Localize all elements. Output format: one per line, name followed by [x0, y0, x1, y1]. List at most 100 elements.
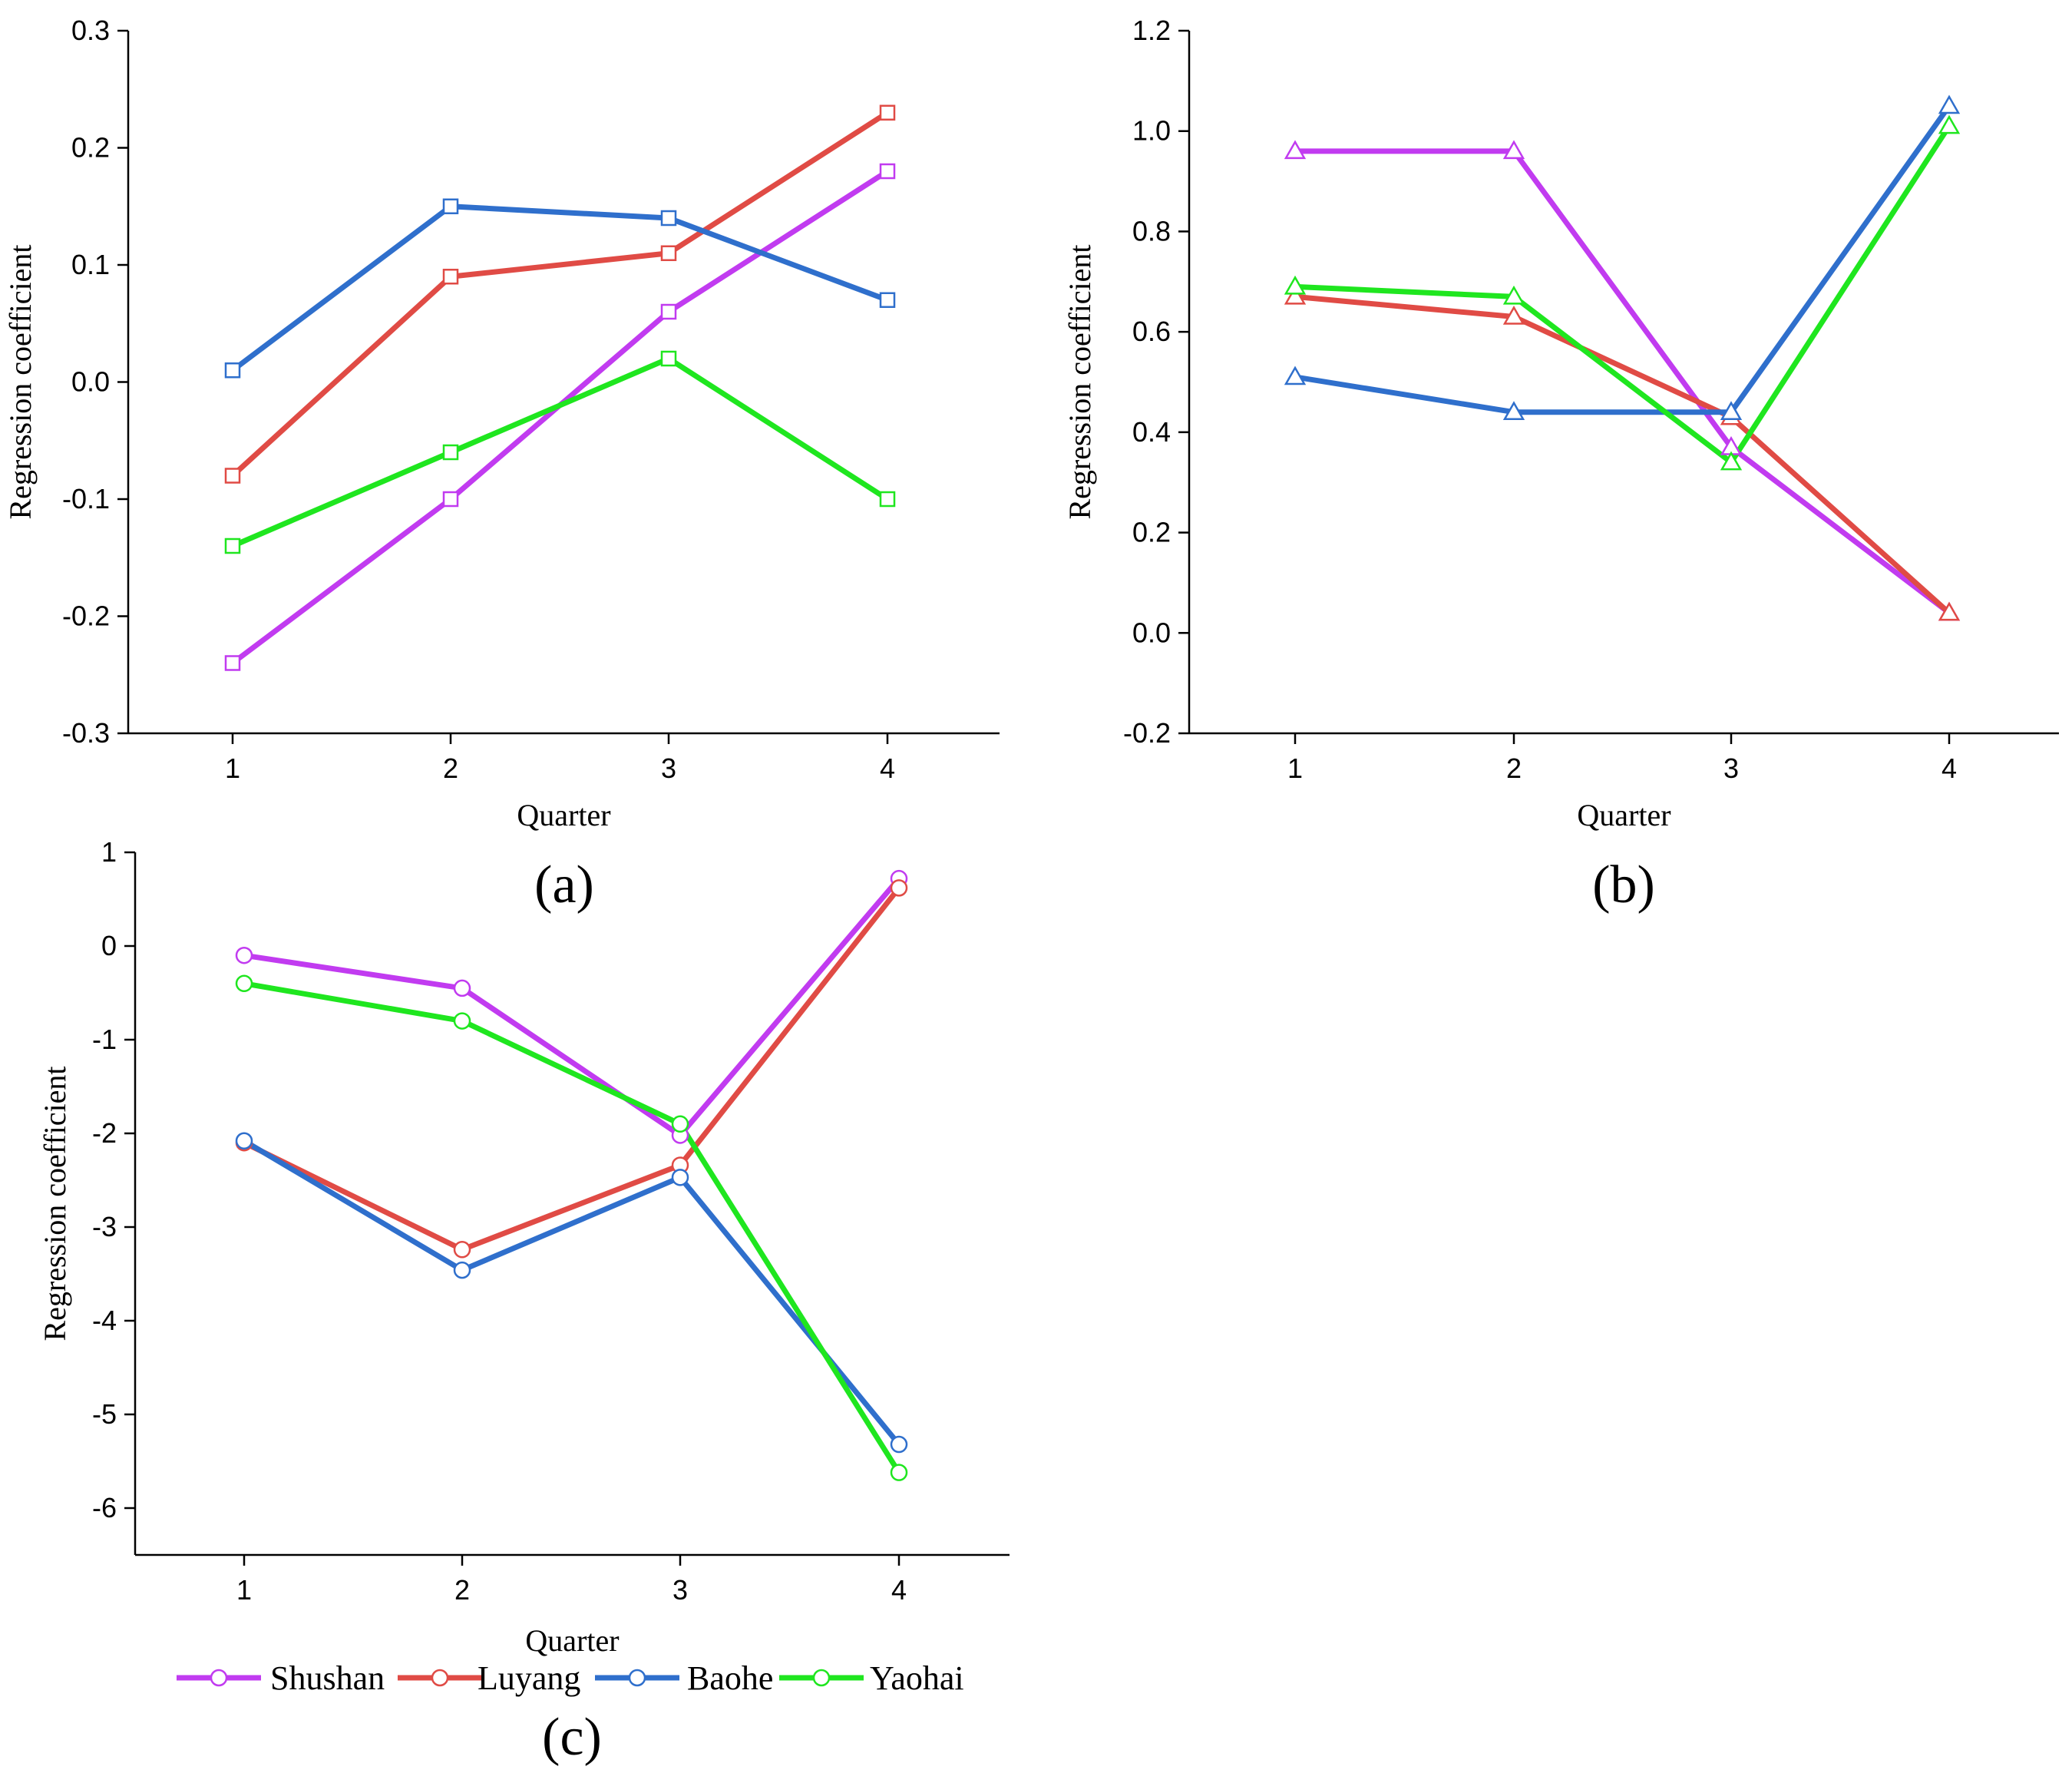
y-tick-label: 0 — [101, 930, 117, 961]
series-line-shushan — [1295, 148, 1951, 615]
legend-label-shushan: Shushan — [270, 1659, 385, 1697]
data-point-yaohai — [879, 491, 896, 508]
data-point-yaohai — [1938, 114, 1961, 134]
y-tick-label: -0.1 — [62, 483, 110, 514]
y-tick-label: 0.2 — [1132, 517, 1171, 548]
legend-marker-shushan — [210, 1669, 228, 1687]
y-tick-label: -0.3 — [62, 717, 110, 749]
panel-label: (c) — [542, 1708, 602, 1767]
data-point-baohe — [890, 1435, 908, 1454]
panel-c: -6 -5 -4 -3 -2 -1 0 1 1 2 3 4 Quarter Regression coef… — [38, 836, 1010, 1767]
y-tick-label: 1 — [101, 836, 117, 868]
y-tick-label: 0.1 — [71, 249, 110, 280]
data-point-baohe — [660, 210, 677, 227]
y-axis-title: Regression coefficient — [1062, 244, 1097, 519]
data-point-luyang — [660, 245, 677, 261]
x-tick-label: 2 — [454, 1574, 470, 1606]
data-point-yaohai — [890, 1464, 908, 1481]
data-point-luyang — [1938, 601, 1961, 621]
series-line-yaohai — [243, 981, 901, 1474]
y-tick-label: -4 — [92, 1305, 117, 1336]
data-point-luyang — [442, 269, 459, 285]
x-tick-label: 1 — [1287, 753, 1303, 784]
y-axis-title: Regression coefficient — [3, 244, 38, 519]
legend-label-baohe: Baohe — [687, 1659, 773, 1697]
data-point-baohe — [1502, 401, 1525, 420]
legend-marker-luyang — [431, 1669, 449, 1687]
data-point-luyang — [224, 468, 241, 484]
data-point-baohe — [1720, 401, 1743, 420]
data-point-shushan — [660, 303, 677, 320]
series-line-luyang — [243, 886, 901, 1252]
y-tick-label: 1.0 — [1132, 115, 1171, 147]
data-point-baohe — [1938, 94, 1961, 114]
data-point-luyang — [879, 104, 896, 121]
data-point-yaohai — [453, 1012, 471, 1030]
data-point-yaohai — [671, 1115, 689, 1133]
y-axis-title: Regression coefficient — [38, 1066, 72, 1341]
y-tick-label: -0.2 — [62, 600, 110, 632]
x-tick-label: 4 — [1941, 753, 1957, 784]
legend: Shushan Luyang Baohe Yaohai — [177, 1659, 964, 1697]
x-axis-title: Quarter — [1577, 798, 1670, 832]
data-point-luyang — [890, 879, 908, 897]
data-point-shushan — [224, 655, 241, 671]
x-axis-title: Quarter — [525, 1623, 619, 1658]
series-line-luyang — [1294, 293, 1951, 615]
data-point-yaohai — [224, 538, 241, 554]
x-tick-label: 1 — [236, 1574, 252, 1606]
y-tick-label: -3 — [92, 1211, 117, 1242]
data-point-shushan — [1284, 140, 1307, 160]
data-point-baohe — [235, 1132, 253, 1150]
y-tick-label: -2 — [92, 1117, 117, 1149]
data-point-baohe — [442, 198, 459, 214]
data-point-shushan — [453, 979, 471, 997]
y-tick-label: 0.2 — [71, 132, 110, 164]
y-tick-label: -5 — [92, 1398, 117, 1430]
x-tick-label: 4 — [880, 753, 895, 784]
series-line-luyang — [230, 110, 889, 478]
x-tick-label: 1 — [225, 753, 240, 784]
x-tick-label: 4 — [891, 1574, 907, 1606]
data-point-luyang — [453, 1241, 471, 1259]
y-tick-label: 0.0 — [1132, 617, 1171, 648]
data-point-shushan — [442, 491, 459, 508]
data-point-luyang — [1502, 306, 1525, 325]
data-point-yaohai — [1720, 451, 1743, 471]
series-line-shushan — [230, 169, 889, 666]
data-point-baohe — [879, 292, 896, 308]
data-point-yaohai — [235, 974, 253, 993]
series-line-shushan — [243, 876, 901, 1138]
data-point-baohe — [1284, 366, 1307, 385]
series-line-yaohai — [1294, 124, 1951, 465]
y-tick-label: 0.8 — [1132, 215, 1171, 246]
data-point-yaohai — [442, 444, 459, 461]
legend-marker-baohe — [628, 1669, 646, 1687]
data-point-shushan — [879, 163, 896, 180]
data-point-yaohai — [1502, 285, 1525, 305]
data-point-luyang — [1284, 285, 1307, 305]
y-tick-label: 0.6 — [1132, 316, 1171, 347]
series-line-baohe — [230, 203, 889, 373]
data-point-shushan — [1502, 140, 1525, 160]
series-line-yaohai — [231, 356, 889, 549]
x-tick-label: 2 — [443, 753, 458, 784]
legend-marker-yaohai — [812, 1669, 831, 1687]
y-tick-label: -1 — [92, 1024, 117, 1055]
panel-label: (b) — [1592, 855, 1655, 915]
legend-label-yaohai: Yaohai — [870, 1659, 964, 1697]
data-point-baohe — [671, 1169, 689, 1186]
data-point-yaohai — [660, 350, 677, 367]
x-tick-label: 3 — [672, 1574, 688, 1606]
y-tick-label: -6 — [92, 1492, 117, 1523]
series-line-baohe — [1294, 104, 1951, 415]
data-point-baohe — [453, 1261, 471, 1279]
legend-label-luyang: Luyang — [478, 1659, 580, 1697]
panel-label: (a) — [534, 855, 594, 915]
x-tick-label: 3 — [1723, 753, 1739, 784]
data-point-baohe — [224, 362, 241, 379]
x-tick-label: 2 — [1506, 753, 1522, 784]
y-tick-label: 0.0 — [71, 366, 110, 398]
y-tick-label: 1.2 — [1132, 15, 1171, 46]
